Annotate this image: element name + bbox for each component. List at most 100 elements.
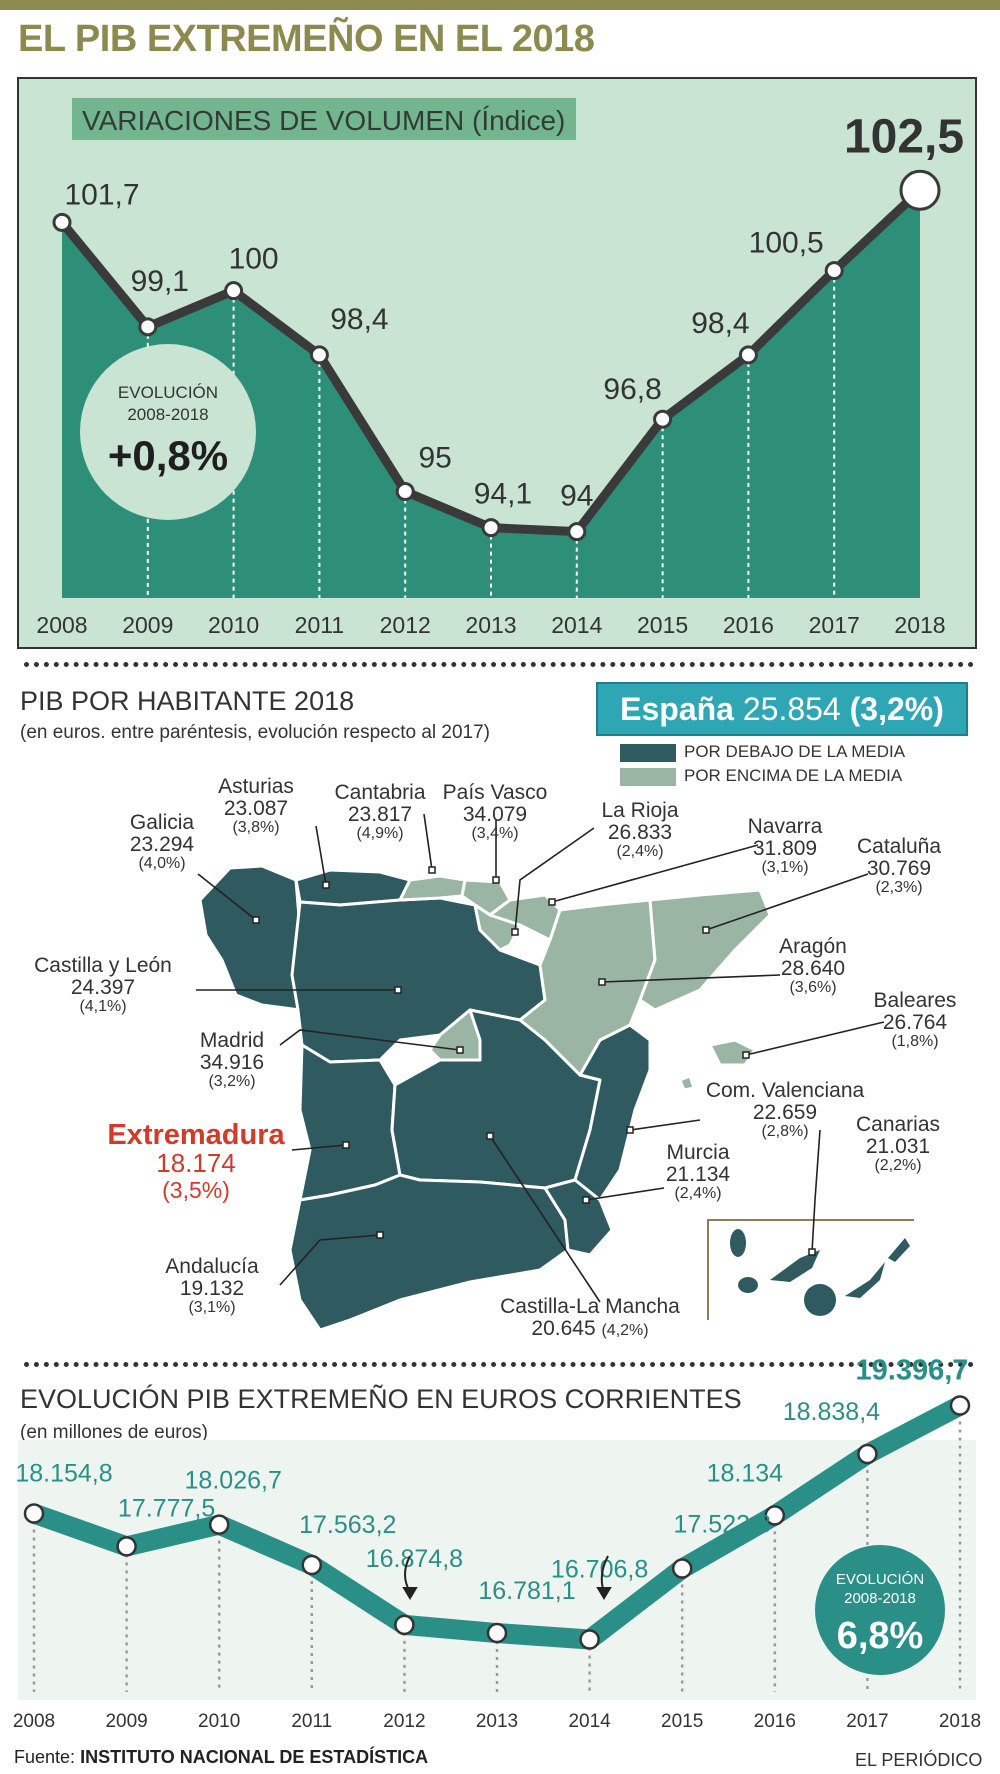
chart1-year-label: 2009 — [122, 612, 173, 638]
chart1-value-label: 98,4 — [691, 307, 749, 340]
legend-swatch-below — [620, 744, 676, 762]
region-pais-vasco — [460, 878, 512, 917]
chart1-point — [653, 409, 673, 429]
divider-2 — [24, 1362, 974, 1367]
chart2-value-label: 18.838,4 — [783, 1398, 880, 1426]
label-andalucia: Andalucía 19.132 (3,1%) — [165, 1255, 259, 1317]
label-aragon: Aragón 28.640 (3,6%) — [779, 935, 847, 997]
chart1-point — [395, 482, 415, 501]
chart1-value-label: 101,7 — [64, 178, 139, 211]
chart2-value-label: 18.154,8 — [15, 1460, 112, 1488]
chart2-value-label: 18.026,7 — [185, 1467, 282, 1495]
chart1-value-label: 96,8 — [603, 373, 661, 406]
label-cantabria: Cantabria 23.817 (4,9%) — [334, 781, 426, 843]
chart1-badge-line2: 2008-2018 — [127, 405, 208, 424]
label-castilla-leon: Castilla y León 24.397 (4,1%) — [34, 954, 172, 1016]
chart2-value-label: 16.706,8 — [551, 1556, 648, 1584]
region-com-valenciana — [573, 1023, 652, 1202]
chart2-value-label: 17.563,2 — [299, 1511, 396, 1539]
region-murcia — [543, 1178, 614, 1257]
chart1-value-label: 102,5 — [844, 110, 964, 163]
chart2-year-label: 2017 — [846, 1711, 888, 1732]
chart2-background — [18, 1440, 976, 1700]
label-pais-vasco: País Vasco 34.079 (3,4%) — [442, 781, 548, 843]
chart2-arrows — [402, 1555, 612, 1600]
region-extremadura — [298, 1043, 402, 1202]
chart1-year-label: 2008 — [36, 612, 87, 638]
spain-pct: (3,2%) — [849, 691, 944, 727]
region-castilla-leon — [290, 896, 547, 1064]
chart1-point — [481, 518, 501, 538]
chart2-title: EVOLUCIÓN PIB EXTREMEÑO EN EUROS CORRIEN… — [20, 1384, 742, 1414]
chart1-title: VARIACIONES DE VOLUMEN (Índice) — [82, 105, 565, 136]
chart1-point — [738, 345, 758, 365]
chart1-year-label: 2018 — [894, 612, 945, 638]
region-castilla-mancha — [390, 1008, 602, 1190]
chart2-point — [23, 1503, 45, 1524]
chart2-year-label: 2009 — [105, 1711, 147, 1732]
chart2-point — [394, 1614, 415, 1636]
footer-source-label: Fuente: — [14, 1747, 76, 1767]
chart2-year-label: 2014 — [568, 1711, 611, 1732]
chart1-point — [824, 261, 844, 281]
chart2-value-label: 17.777,5 — [118, 1494, 215, 1522]
chart1-point — [52, 212, 72, 232]
chart2-point — [208, 1514, 230, 1535]
legend-swatch-above — [620, 768, 676, 786]
canarias-islands — [730, 1229, 910, 1316]
region-madrid — [428, 1008, 482, 1062]
chart1-value-label: 100,5 — [749, 227, 824, 260]
chart2-point — [301, 1554, 323, 1576]
chart1-year-label: 2012 — [380, 612, 431, 638]
chart1-badge — [80, 344, 256, 520]
footer-source: Fuente: INSTITUTO NACIONAL DE ESTADÍSTIC… — [14, 1747, 428, 1768]
chart1-title-box — [72, 98, 576, 140]
label-galicia: Galicia 23.294 (4,0%) — [129, 811, 195, 873]
chart2-year-label: 2011 — [291, 1711, 332, 1732]
label-cataluna: Cataluña 30.769 (2,3%) — [856, 835, 942, 897]
chart1-point — [309, 345, 329, 365]
chart1-year-label: 2016 — [723, 612, 774, 638]
legend-above: POR ENCIMA DE LA MEDIA — [684, 766, 903, 785]
chart1-value-label: 95 — [419, 442, 452, 475]
chart2-badge-value: 6,8% — [837, 1615, 924, 1657]
chart2-point — [579, 1629, 600, 1650]
chart1-value-label: 100 — [229, 243, 279, 276]
spain-name: España — [620, 691, 734, 727]
map-title: PIB POR HABITANTE 2018 — [20, 686, 355, 716]
chart1-year-label: 2014 — [551, 612, 602, 638]
spain-value: 25.854 — [742, 691, 841, 727]
chart1-point — [224, 281, 244, 301]
region-asturias — [294, 868, 412, 907]
chart1-value-label: 99,1 — [131, 265, 189, 298]
label-com-valenciana: Com. Valenciana 22.659 (2,8%) — [705, 1079, 865, 1141]
volume-index-chart: VARIACIONES DE VOLUMEN (Índice) 101,7 99,… — [17, 77, 977, 649]
chart1-value-label: 94,1 — [474, 478, 532, 511]
chart1-point — [899, 169, 941, 211]
canarias-inset-frame — [707, 1219, 914, 1320]
label-madrid: Madrid 34.916 (3,2%) — [199, 1029, 265, 1091]
chart1-point — [567, 522, 587, 542]
region-baleares — [708, 1038, 757, 1067]
label-baleares: Baleares 26.764 (1,8%) — [873, 989, 957, 1051]
chart2-point — [116, 1536, 137, 1557]
chart2-point — [857, 1443, 878, 1465]
label-extremadura: Extremadura 18.174 (3,5%) — [107, 1119, 285, 1203]
chart2-year-label: 2018 — [939, 1711, 981, 1732]
chart1-value-label: 94 — [560, 480, 593, 513]
page-title: EL PIB EXTREMEÑO EN EL 2018 — [18, 18, 595, 60]
chart1-year-label: 2013 — [465, 612, 516, 638]
legend-below: POR DEBAJO DE LA MEDIA — [684, 742, 906, 761]
chart2-point — [671, 1558, 693, 1579]
region-cataluna — [638, 888, 772, 1012]
label-castilla-mancha: Castilla-La Mancha 20.645 (4,2%) — [500, 1295, 680, 1341]
chart1-area — [62, 190, 920, 598]
chart2-point — [949, 1395, 971, 1416]
chart2-point — [764, 1505, 786, 1526]
chart1-year-label: 2010 — [208, 612, 259, 638]
chart1-year-label: 2015 — [637, 612, 688, 638]
chart2-value-label: 16.781,1 — [478, 1577, 575, 1605]
region-la-rioja — [473, 903, 522, 952]
footer-source-name: INSTITUTO NACIONAL DE ESTADÍSTICA — [80, 1747, 429, 1767]
